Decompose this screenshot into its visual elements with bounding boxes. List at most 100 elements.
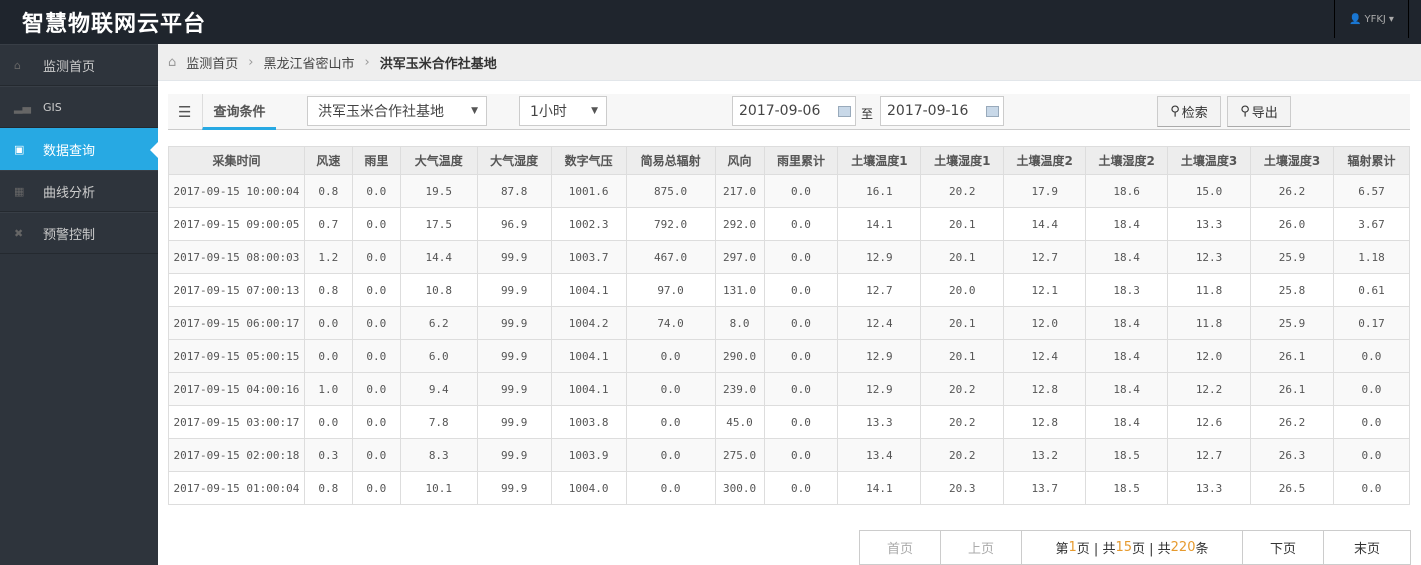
column-header: 雨里 — [351, 146, 401, 175]
table-cell: 12.7 — [1003, 240, 1087, 274]
table-cell: 2017-09-15 09:00:05 — [168, 207, 305, 241]
search-button[interactable]: ⚲ 检索 — [1157, 96, 1221, 127]
table-cell: 18.5 — [1085, 471, 1169, 505]
sidebar-item-curve-analysis[interactable]: ▦ 曲线分析 — [0, 170, 158, 212]
user-name: YFKJ — [1364, 13, 1386, 25]
prev-page-button[interactable]: 上页 — [941, 531, 1022, 564]
table-cell: 12.3 — [1167, 240, 1252, 274]
table-cell: 0.0 — [763, 207, 839, 241]
table-cell: 300.0 — [714, 471, 765, 505]
table-row: 2017-09-15 10:00:04 0.8 0.0 19.5 87.8 1001.6 8… — [168, 174, 1411, 208]
table-cell: 18.4 — [1085, 240, 1169, 274]
chevron-right-icon: › — [364, 54, 370, 70]
site-select[interactable]: 洪军玉米合作社基地 ▼ — [307, 96, 487, 126]
table-cell: 8.3 — [399, 438, 478, 472]
query-toolbar: ☰ 查询条件 洪军玉米合作社基地 ▼ 1小时 ▼ 2017-09-06 至 2017… — [168, 94, 1410, 130]
table-cell: 0.0 — [625, 405, 716, 439]
table-cell: 14.4 — [399, 240, 478, 274]
export-button[interactable]: ⚲ 导出 — [1227, 96, 1291, 127]
start-date-value: 2017-09-06 — [739, 103, 821, 119]
table-cell: 12.9 — [837, 339, 922, 373]
table-cell: 99.9 — [476, 471, 552, 505]
calendar-icon[interactable] — [986, 105, 999, 117]
sidebar-item-alarm-control[interactable]: ✖ 预警控制 — [0, 212, 158, 254]
breadcrumb-current: 洪军玉米合作社基地 — [379, 56, 497, 72]
table-cell: 1.0 — [303, 372, 353, 406]
calendar-icon[interactable] — [838, 105, 851, 117]
app-title: 智慧物联网云平台 — [22, 11, 207, 37]
table-cell: 0.0 — [351, 306, 401, 340]
page-info-text: 第 — [1055, 542, 1069, 557]
table-cell: 12.2 — [1167, 372, 1252, 406]
current-page: 1 — [1068, 540, 1077, 555]
tab-query-conditions[interactable]: 查询条件 — [202, 94, 276, 130]
table-cell: 0.0 — [303, 306, 353, 340]
interval-select[interactable]: 1小时 ▼ — [519, 96, 607, 126]
table-cell: 12.8 — [1003, 372, 1087, 406]
table-cell: 1004.1 — [550, 273, 627, 307]
end-date-input[interactable]: 2017-09-16 — [880, 96, 1004, 126]
table-cell: 26.0 — [1250, 207, 1334, 241]
sidebar-item-home[interactable]: ⌂ 监测首页 — [0, 44, 158, 86]
user-menu[interactable]: 👤 YFKJ ▾ — [1334, 0, 1409, 38]
table-cell: 2017-09-15 01:00:04 — [168, 471, 305, 505]
table-cell: 2017-09-15 02:00:18 — [168, 438, 305, 472]
table-cell: 2017-09-15 05:00:15 — [168, 339, 305, 373]
table-cell: 12.7 — [837, 273, 922, 307]
first-page-button[interactable]: 首页 — [860, 531, 941, 564]
table-cell: 18.4 — [1085, 372, 1169, 406]
table-row: 2017-09-15 03:00:17 0.0 0.0 7.8 99.9 1003.8 0.… — [168, 405, 1411, 439]
table-header-row: 采集时间 风速 雨里 大气温度 大气湿度 数字气压 简易总辐射 风向 雨里累计 土壤温度1 土壤湿度… — [168, 146, 1411, 175]
column-header: 大气温度 — [399, 146, 478, 175]
table-cell: 0.0 — [763, 372, 839, 406]
table-cell: 0.0 — [763, 405, 839, 439]
table-cell: 45.0 — [714, 405, 765, 439]
sidebar: ⌂ 监测首页 ▂▄ GIS ▣ 数据查询 ▦ 曲线分析 ✖ 预警控制 — [0, 44, 158, 565]
table-cell: 87.8 — [476, 174, 552, 208]
breadcrumb: ⌂ 监测首页 › 黑龙江省密山市 › 洪军玉米合作社基地 — [158, 44, 1421, 81]
table-cell: 1004.1 — [550, 339, 627, 373]
home-icon: ⌂ — [14, 58, 21, 72]
table-cell: 275.0 — [714, 438, 765, 472]
breadcrumb-city[interactable]: 黑龙江省密山市 — [263, 56, 355, 72]
table-cell: 26.2 — [1250, 405, 1334, 439]
table-cell: 99.9 — [476, 240, 552, 274]
table-cell: 217.0 — [714, 174, 765, 208]
table-cell: 18.6 — [1085, 174, 1169, 208]
table-cell: 17.9 — [1003, 174, 1087, 208]
table-cell: 17.5 — [399, 207, 478, 241]
table-cell: 20.1 — [920, 339, 1005, 373]
table-cell: 13.2 — [1003, 438, 1087, 472]
table-cell: 99.9 — [476, 273, 552, 307]
table-row: 2017-09-15 09:00:05 0.7 0.0 17.5 96.9 1002.3 7… — [168, 207, 1411, 241]
sidebar-item-data-query[interactable]: ▣ 数据查询 — [0, 128, 158, 170]
column-header: 数字气压 — [550, 146, 627, 175]
table-cell: 14.4 — [1003, 207, 1087, 241]
table-cell: 0.0 — [351, 207, 401, 241]
sidebar-item-label: 监测首页 — [43, 59, 96, 75]
next-page-button[interactable]: 下页 — [1243, 531, 1324, 564]
breadcrumb-home[interactable]: 监测首页 — [186, 56, 239, 72]
data-table: 采集时间 风速 雨里 大气温度 大气湿度 数字气压 简易总辐射 风向 雨里累计 土壤温度1 土壤湿度… — [168, 146, 1411, 505]
table-cell: 99.9 — [476, 372, 552, 406]
last-page-button[interactable]: 末页 — [1353, 542, 1380, 557]
table-cell: 14.1 — [837, 207, 922, 241]
table-cell: 6.2 — [399, 306, 478, 340]
table-row: 2017-09-15 07:00:13 0.8 0.0 10.8 99.9 1004.1 9… — [168, 273, 1411, 307]
table-cell: 13.7 — [1003, 471, 1087, 505]
table-cell: 26.2 — [1250, 174, 1334, 208]
table-cell: 12.4 — [837, 306, 922, 340]
sidebar-item-gis[interactable]: ▂▄ GIS — [0, 86, 158, 128]
table-cell: 12.9 — [837, 372, 922, 406]
table-cell: 0.0 — [1332, 339, 1411, 373]
table-cell: 0.8 — [303, 471, 353, 505]
table-cell: 0.0 — [351, 372, 401, 406]
column-header: 雨里累计 — [763, 146, 839, 175]
table-row: 2017-09-15 02:00:18 0.3 0.0 8.3 99.9 1003.9 0.… — [168, 438, 1411, 472]
table-cell: 292.0 — [714, 207, 765, 241]
menu-icon[interactable]: ☰ — [178, 103, 192, 121]
table-cell: 2017-09-15 08:00:03 — [168, 240, 305, 274]
interval-select-value: 1小时 — [530, 104, 567, 120]
start-date-input[interactable]: 2017-09-06 — [732, 96, 856, 126]
caret-down-icon: ▼ — [471, 106, 478, 116]
